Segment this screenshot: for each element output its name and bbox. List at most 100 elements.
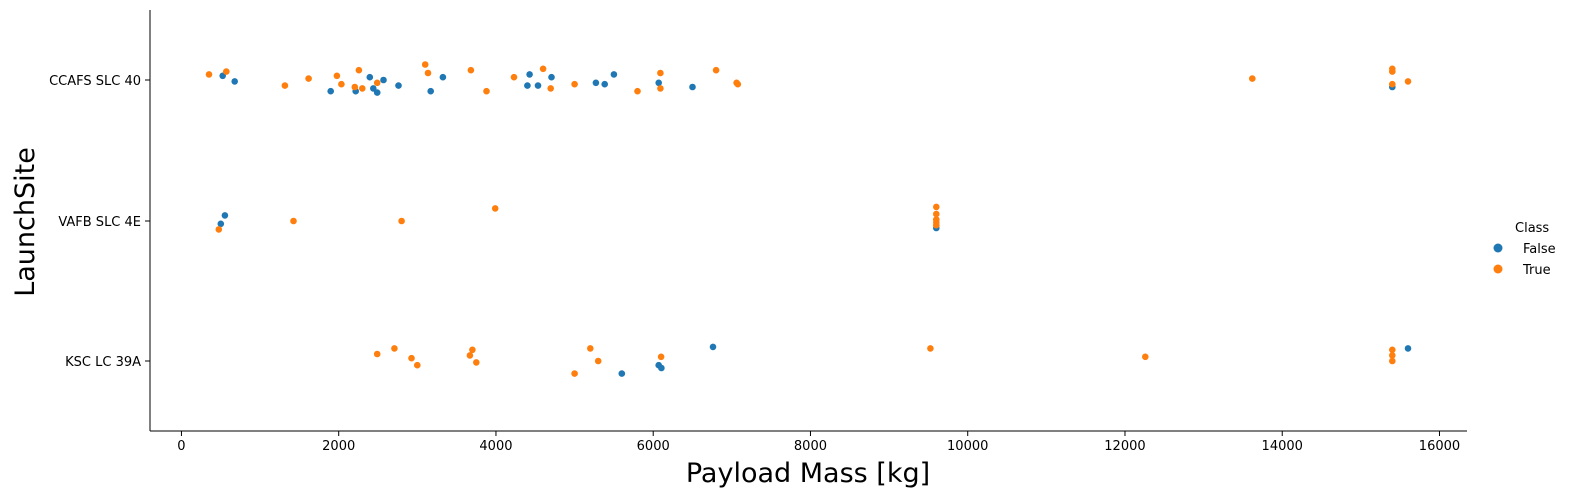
data-point-false	[217, 220, 225, 228]
data-point-true	[223, 68, 230, 75]
data-point-false	[524, 82, 531, 89]
x-tick-label: 16000	[1419, 439, 1460, 454]
legend-label-false: False	[1523, 242, 1556, 257]
y-axis-title: LaunchSite	[10, 147, 41, 297]
data-point-true	[1389, 346, 1396, 354]
data-point-true	[491, 205, 499, 212]
x-tick-label: 4000	[479, 439, 512, 454]
data-point-true	[408, 354, 415, 362]
data-point-true	[547, 85, 554, 92]
data-point-false	[366, 73, 374, 81]
data-point-true	[421, 61, 429, 68]
data-point-false	[534, 82, 542, 89]
x-tick-label: 2000	[322, 439, 355, 454]
data-point-false	[655, 79, 662, 87]
data-point-true	[373, 79, 381, 87]
data-point-true	[571, 370, 578, 377]
data-point-true	[571, 80, 578, 88]
data-point-false	[601, 80, 608, 88]
data-point-true	[205, 71, 213, 78]
data-point-false	[380, 76, 387, 84]
data-point-true	[290, 217, 297, 225]
data-point-true	[657, 353, 665, 361]
x-axis-ticks: 0 2000 4000 6000 8000 10000 12000 14000 16000	[177, 431, 1460, 454]
data-point-true	[539, 65, 547, 73]
data-point-true	[351, 83, 359, 91]
data-point-true	[1404, 78, 1412, 85]
data-point-false	[618, 370, 626, 377]
axes	[149, 10, 1467, 432]
data-point-false	[526, 71, 533, 78]
data-point-true	[712, 66, 720, 74]
y-tick-label: CCAFS SLC 40	[49, 74, 141, 89]
data-point-false	[610, 71, 618, 78]
data-point-true	[734, 80, 742, 88]
data-point-true	[469, 346, 476, 354]
data-point-true	[1389, 357, 1396, 365]
data-point-true	[373, 350, 381, 358]
data-point-false	[395, 82, 402, 89]
data-point-true	[215, 226, 223, 233]
data-point-true	[333, 72, 341, 80]
data-point-true	[338, 80, 345, 88]
data-point-true	[355, 66, 363, 74]
data-point-true	[1389, 80, 1396, 88]
data-point-true	[398, 217, 405, 225]
data-point-true	[657, 69, 664, 77]
data-point-false	[221, 212, 229, 219]
x-tick-label: 12000	[1104, 439, 1145, 454]
data-point-false	[231, 78, 238, 85]
data-point-true	[467, 66, 475, 74]
data-point-false	[1404, 345, 1412, 352]
data-point-true	[466, 352, 474, 359]
x-tick-label: 10000	[947, 439, 988, 454]
data-point-true	[933, 203, 940, 211]
data-point-false	[658, 364, 665, 372]
data-point-true	[1389, 68, 1396, 75]
x-tick-label: 14000	[1262, 439, 1303, 454]
data-point-false	[548, 73, 555, 81]
data-point-true	[933, 221, 940, 229]
legend-marker-false	[1493, 243, 1503, 253]
legend-label-true: True	[1522, 263, 1551, 278]
data-point-true	[359, 85, 366, 92]
legend: Class False True	[1493, 221, 1556, 278]
data-point-true	[510, 73, 518, 81]
data-points	[205, 61, 1412, 377]
x-axis-title: Payload Mass [kg]	[686, 458, 930, 489]
data-point-true	[594, 357, 602, 365]
data-point-true	[634, 87, 641, 95]
x-tick-label: 8000	[794, 439, 827, 454]
data-point-true	[483, 87, 490, 95]
data-point-false	[370, 85, 377, 92]
data-point-false	[439, 73, 447, 81]
data-point-true	[281, 82, 289, 89]
data-point-false	[592, 79, 600, 87]
data-point-false	[709, 343, 717, 351]
data-point-false	[327, 87, 335, 95]
y-axis-ticks: CCAFS SLC 40 VAFB SLC 4E KSC LC 39A	[49, 74, 150, 370]
legend-title: Class	[1515, 221, 1549, 236]
data-point-true	[927, 345, 934, 352]
data-point-true	[587, 345, 594, 352]
data-point-true	[305, 75, 312, 82]
data-point-true	[473, 359, 480, 366]
x-tick-label: 6000	[637, 439, 670, 454]
data-point-true	[414, 361, 421, 369]
data-point-true	[1249, 75, 1256, 82]
data-point-true	[391, 345, 398, 352]
data-point-true	[424, 69, 432, 77]
data-point-false	[689, 83, 696, 91]
legend-marker-true	[1493, 264, 1503, 274]
data-point-true	[1389, 352, 1396, 359]
y-tick-label: KSC LC 39A	[65, 355, 141, 370]
y-tick-label: VAFB SLC 4E	[58, 215, 141, 230]
data-point-true	[933, 210, 940, 218]
data-point-true	[657, 85, 664, 92]
data-point-false	[373, 89, 381, 96]
x-tick-label: 0	[177, 439, 185, 454]
data-point-false	[427, 87, 435, 95]
data-point-true	[1142, 353, 1149, 361]
legend-items: False True	[1493, 242, 1556, 278]
